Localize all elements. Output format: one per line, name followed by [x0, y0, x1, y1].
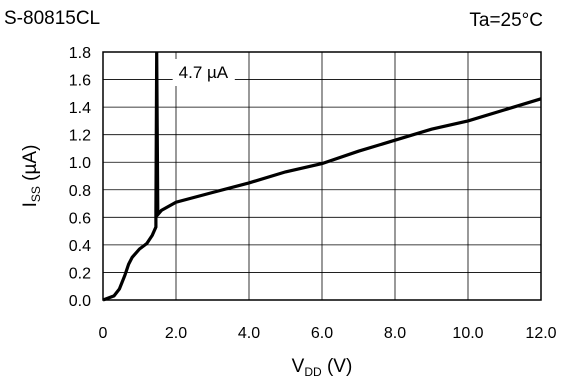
annotation-label: 4.7 µA	[179, 63, 229, 82]
y-axis-label-sub: SS	[29, 186, 43, 202]
x-tick-label: 8.0	[384, 325, 406, 342]
y-axis-label: ISS (µA)	[20, 145, 43, 208]
y-tick-labels: 0.0 0.2 0.4 0.6 0.8 1.0 1.2 1.4 1.6 1.8	[69, 45, 91, 310]
x-axis-label-sub: DD	[304, 365, 322, 378]
x-axis-label-main: V	[292, 356, 305, 377]
x-axis-label: VDD (V)	[292, 356, 353, 378]
chart-grid	[103, 52, 541, 300]
x-tick-label: 10.0	[452, 325, 483, 342]
x-tick-label: 0	[99, 325, 108, 342]
y-tick-label: 0.4	[69, 238, 91, 255]
x-tick-label: 2.0	[165, 325, 187, 342]
y-tick-label: 1.0	[69, 155, 91, 172]
y-tick-label: 0.2	[69, 265, 91, 282]
y-tick-label: 1.2	[69, 128, 91, 145]
y-tick-label: 0.6	[69, 210, 91, 227]
y-tick-label: 1.8	[69, 45, 91, 62]
y-tick-label: 1.6	[69, 73, 91, 90]
x-tick-labels: 0 2.0 4.0 6.0 8.0 10.0 12.0	[99, 325, 557, 342]
x-axis-label-unit: (V)	[322, 356, 353, 377]
y-tick-label: 1.4	[69, 100, 91, 117]
x-tick-label: 6.0	[311, 325, 333, 342]
x-tick-label: 4.0	[238, 325, 260, 342]
y-tick-label: 0.8	[69, 183, 91, 200]
x-tick-label: 12.0	[525, 325, 556, 342]
y-axis-label-unit: (µA)	[20, 145, 41, 187]
y-tick-label: 0.0	[69, 293, 91, 310]
